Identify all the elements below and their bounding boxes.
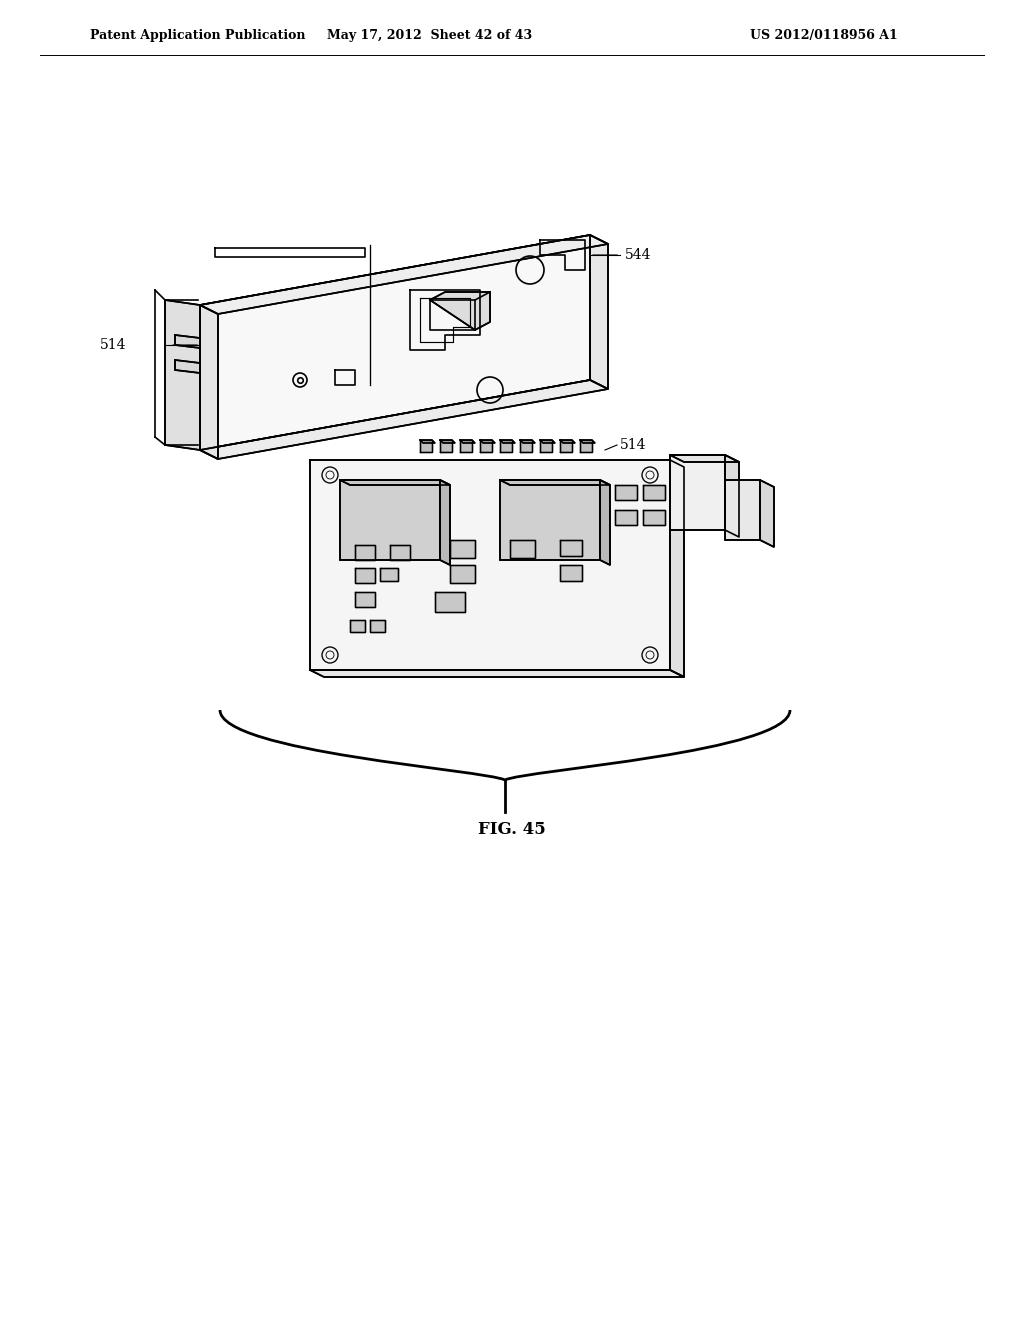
Polygon shape	[615, 484, 637, 500]
Polygon shape	[355, 568, 375, 583]
Polygon shape	[560, 540, 582, 556]
Text: 544: 544	[625, 248, 651, 261]
Polygon shape	[200, 380, 608, 459]
Polygon shape	[590, 235, 608, 389]
Polygon shape	[670, 455, 725, 531]
Polygon shape	[615, 510, 637, 525]
Polygon shape	[420, 440, 432, 451]
Text: 514: 514	[620, 438, 646, 451]
Polygon shape	[725, 455, 739, 537]
Polygon shape	[450, 565, 475, 583]
Polygon shape	[460, 440, 475, 444]
Polygon shape	[420, 440, 435, 444]
Polygon shape	[560, 565, 582, 581]
Polygon shape	[500, 440, 515, 444]
Text: FIG. 45: FIG. 45	[478, 821, 546, 838]
Polygon shape	[500, 440, 512, 451]
Polygon shape	[175, 335, 200, 348]
Text: US 2012/0118956 A1: US 2012/0118956 A1	[750, 29, 898, 41]
Polygon shape	[440, 440, 452, 451]
Polygon shape	[440, 440, 455, 444]
Polygon shape	[560, 440, 572, 451]
Polygon shape	[540, 440, 552, 451]
Polygon shape	[310, 459, 670, 671]
Polygon shape	[200, 235, 608, 314]
Polygon shape	[560, 440, 575, 444]
Polygon shape	[480, 440, 492, 451]
Polygon shape	[450, 540, 475, 558]
Polygon shape	[340, 480, 440, 560]
Polygon shape	[435, 591, 465, 612]
Polygon shape	[500, 480, 600, 560]
Polygon shape	[540, 440, 555, 444]
Polygon shape	[165, 300, 200, 450]
Polygon shape	[500, 480, 610, 484]
Polygon shape	[430, 292, 490, 330]
Polygon shape	[355, 591, 375, 607]
Polygon shape	[460, 440, 472, 451]
Polygon shape	[310, 671, 684, 677]
Polygon shape	[370, 620, 385, 632]
Text: 514: 514	[100, 338, 127, 352]
Text: May 17, 2012  Sheet 42 of 43: May 17, 2012 Sheet 42 of 43	[328, 29, 532, 41]
Polygon shape	[580, 440, 592, 451]
Polygon shape	[580, 440, 595, 444]
Polygon shape	[643, 510, 665, 525]
Polygon shape	[390, 545, 410, 560]
Polygon shape	[600, 480, 610, 565]
Polygon shape	[175, 360, 200, 374]
Text: Patent Application Publication: Patent Application Publication	[90, 29, 305, 41]
Polygon shape	[380, 568, 398, 581]
Polygon shape	[520, 440, 532, 451]
Polygon shape	[520, 440, 535, 444]
Polygon shape	[200, 235, 590, 450]
Polygon shape	[670, 459, 684, 677]
Polygon shape	[355, 545, 375, 560]
Polygon shape	[350, 620, 365, 632]
Polygon shape	[200, 305, 218, 459]
Polygon shape	[440, 480, 450, 565]
Polygon shape	[670, 455, 739, 462]
Polygon shape	[760, 480, 774, 546]
Polygon shape	[510, 540, 535, 558]
Polygon shape	[340, 480, 450, 484]
Polygon shape	[643, 484, 665, 500]
Polygon shape	[725, 480, 760, 540]
Polygon shape	[480, 440, 495, 444]
